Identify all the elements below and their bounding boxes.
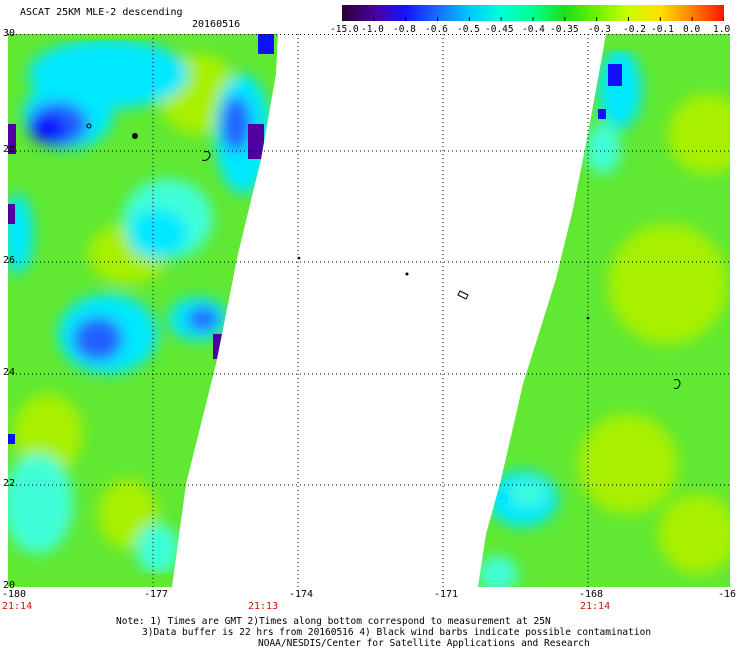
lat-label: 24 bbox=[3, 367, 16, 378]
colorbar bbox=[342, 5, 724, 21]
colorbar-label: -0.45 bbox=[485, 24, 514, 35]
left-swath bbox=[8, 34, 278, 587]
footer-note-1: Note: 1) Times are GMT 2)Times along bot… bbox=[116, 616, 551, 627]
colorbar-label: -15.0 bbox=[330, 24, 359, 35]
lon-label: -171 bbox=[434, 589, 459, 600]
lon-label: -16 bbox=[718, 589, 737, 600]
footer-note-2: 3)Data buffer is 22 hrs from 20160516 4)… bbox=[142, 627, 652, 638]
lat-label: 20 bbox=[3, 580, 16, 591]
lon-label: -180 bbox=[2, 589, 27, 600]
colorbar-label: -0.6 bbox=[425, 24, 448, 35]
colorbar-label: -1.0 bbox=[361, 24, 384, 35]
lat-label: 22 bbox=[3, 478, 16, 489]
product-title: ASCAT 25KM MLE-2 descending bbox=[20, 7, 183, 18]
right-swath bbox=[478, 34, 730, 587]
colorbar-label: 1.0 bbox=[713, 24, 731, 35]
colorbar-label: -0.4 bbox=[522, 24, 545, 35]
swath-map bbox=[8, 34, 730, 587]
coastlines bbox=[86, 123, 681, 389]
footer-credit: NOAA/NESDIS/Center for Satellite Applica… bbox=[258, 638, 590, 649]
lat-label: 26 bbox=[3, 255, 16, 266]
colorbar-label: -0.3 bbox=[588, 24, 611, 35]
lat-label: 28 bbox=[3, 144, 16, 155]
colorbar-label: -0.1 bbox=[651, 24, 674, 35]
product-date: 20160516 bbox=[192, 19, 241, 30]
lon-label: -168 bbox=[579, 589, 604, 600]
colorbar-label: 0.0 bbox=[683, 24, 701, 35]
lat-label: 30 bbox=[3, 28, 16, 39]
time-label: 21:14 bbox=[2, 601, 33, 612]
lon-label: -177 bbox=[144, 589, 169, 600]
colorbar-label: -0.2 bbox=[623, 24, 646, 35]
colorbar-label: -0.35 bbox=[550, 24, 579, 35]
time-label: 21:14 bbox=[580, 601, 611, 612]
lon-label: -174 bbox=[289, 589, 314, 600]
time-label: 21:13 bbox=[248, 601, 279, 612]
graticule bbox=[8, 34, 730, 587]
colorbar-label: -0.5 bbox=[457, 24, 480, 35]
colorbar-label: -0.8 bbox=[393, 24, 416, 35]
